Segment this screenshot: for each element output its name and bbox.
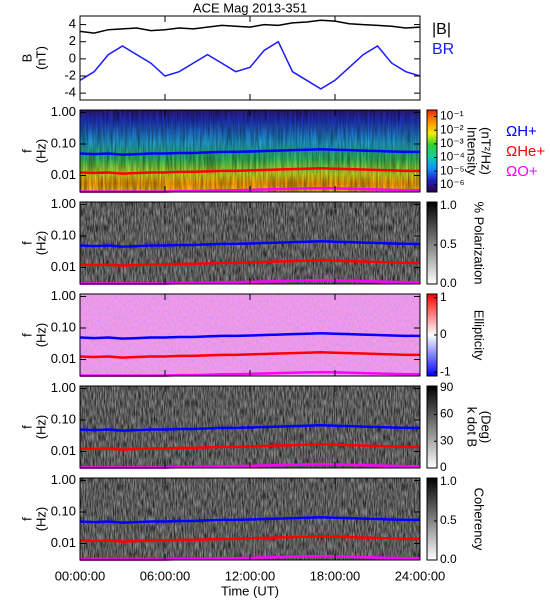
y-tick-label: 0.01 xyxy=(51,535,76,550)
y-tick-label: 0 xyxy=(69,50,76,65)
x-tick-label: 00:00:00 xyxy=(55,568,106,583)
y-tick-label: 0.01 xyxy=(51,167,76,182)
colorbar-tick-label: -1 xyxy=(440,364,451,378)
y-tick-label: 0.10 xyxy=(51,319,76,334)
colorbar-tick-label: 0.5 xyxy=(440,237,457,251)
legend-entry: BR xyxy=(432,41,454,58)
y-axis-label: (Hz) xyxy=(33,139,48,164)
y-axis-label: f xyxy=(19,517,34,521)
y-tick-label: 1.00 xyxy=(51,288,76,303)
gyro-line xyxy=(79,516,420,524)
chart-title: ACE Mag 2013-351 xyxy=(193,0,307,15)
y-tick-label: 1.00 xyxy=(51,196,76,211)
colorbar-tick-label: 0.0 xyxy=(440,552,457,566)
colorbar-tick-label: 10⁻⁶ xyxy=(440,177,465,191)
y-tick-label: 2 xyxy=(69,33,76,48)
y-axis-label: (Hz) xyxy=(33,415,48,440)
line-series xyxy=(79,40,421,90)
y-axis-label: (Hz) xyxy=(33,323,48,348)
colorbar-tick-label: 10⁻⁴ xyxy=(440,150,465,164)
gyro-line xyxy=(79,351,420,359)
gyro-line xyxy=(79,167,420,175)
y-axis-label: (Hz) xyxy=(33,507,48,532)
y-tick-label: -2 xyxy=(64,67,76,82)
colorbar-label: k dot B xyxy=(465,407,480,447)
gyro-line xyxy=(79,332,420,340)
colorbar-tick-label: 1.0 xyxy=(440,474,457,488)
gyro-line xyxy=(79,535,420,543)
line-series xyxy=(79,19,421,34)
colorbar-tick-label: 10⁻³ xyxy=(440,136,464,150)
y-axis-label: f xyxy=(19,241,34,245)
y-tick-label: 0.10 xyxy=(51,135,76,150)
x-axis-label: Time (UT) xyxy=(221,583,279,598)
legend-entry: ΩHe+ xyxy=(506,143,545,160)
y-axis-label: (nT) xyxy=(33,46,48,70)
y-tick-label: 0.10 xyxy=(51,227,76,242)
y-tick-label: 1.00 xyxy=(51,472,76,487)
y-axis-label: f xyxy=(19,425,34,429)
colorbar xyxy=(426,201,438,285)
y-tick-label: 0.01 xyxy=(51,351,76,366)
colorbar-label: Ellipticity xyxy=(472,310,487,361)
y-tick-label: 1.00 xyxy=(51,380,76,395)
x-tick-label: 06:00:00 xyxy=(140,568,191,583)
gyro-line xyxy=(79,259,420,267)
colorbar-tick-label: 10⁻² xyxy=(440,122,464,136)
colorbar-tick-label: 0 xyxy=(440,327,447,341)
y-tick-label: 0.10 xyxy=(51,411,76,426)
colorbar-tick-label: 1 xyxy=(440,290,447,304)
legend-entry: ΩH+ xyxy=(506,123,537,140)
colorbar-label: % Polarization xyxy=(472,201,487,284)
colorbar-tick-label: 60 xyxy=(440,407,454,421)
x-tick-label: 18:00:00 xyxy=(310,568,361,583)
colorbar-tick-label: 90 xyxy=(440,380,454,394)
colorbar-label: Intensity xyxy=(465,127,480,176)
colorbar-tick-label: 10⁻¹ xyxy=(440,109,464,123)
y-axis-label: B xyxy=(19,54,34,63)
y-axis-label: f xyxy=(19,333,34,337)
colorbar xyxy=(426,109,438,193)
y-tick-label: -4 xyxy=(64,85,76,100)
colorbar-tick-label: 0.0 xyxy=(440,276,457,290)
x-tick-label: 24:00:00 xyxy=(395,568,446,583)
colorbar-tick-label: 1.0 xyxy=(440,198,457,212)
colorbar-label: (nT²/Hz) xyxy=(479,127,494,175)
colorbar-label: (Deg) xyxy=(479,411,494,444)
y-tick-label: 4 xyxy=(69,16,76,31)
colorbar-tick-label: 10⁻⁵ xyxy=(440,163,465,177)
gyro-line xyxy=(79,148,420,156)
colorbar xyxy=(426,385,438,469)
y-axis-label: f xyxy=(19,149,34,153)
gyro-line xyxy=(79,424,420,432)
y-tick-label: 0.01 xyxy=(51,443,76,458)
y-tick-label: 0.10 xyxy=(51,503,76,518)
legend-entry: |B| xyxy=(432,21,451,38)
y-tick-label: 1.00 xyxy=(51,104,76,119)
y-tick-label: 0.01 xyxy=(51,259,76,274)
y-axis-label: (Hz) xyxy=(33,231,48,256)
x-tick-label: 12:00:00 xyxy=(225,568,276,583)
gyro-line xyxy=(79,443,420,451)
legend-entry: ΩO+ xyxy=(506,163,538,180)
colorbar-label: Coherency xyxy=(472,488,487,551)
colorbar xyxy=(426,477,438,561)
colorbar-tick-label: 30 xyxy=(440,433,454,447)
gyro-line xyxy=(79,240,420,248)
colorbar-tick-label: 0 xyxy=(440,460,447,474)
colorbar-tick-label: 0.5 xyxy=(440,513,457,527)
